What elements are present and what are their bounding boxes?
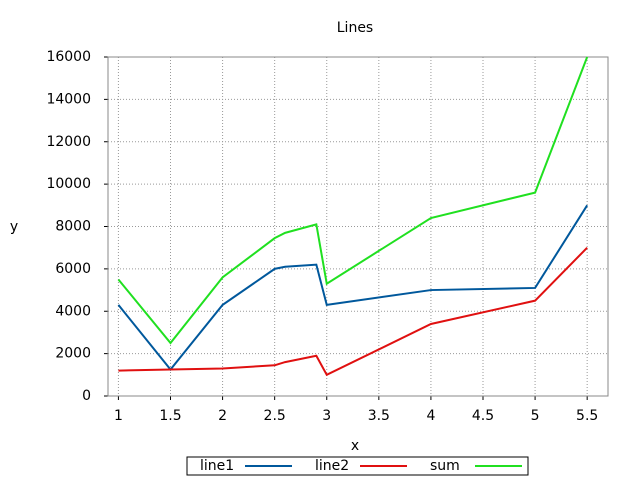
y-tick-label: 16000 <box>46 49 91 65</box>
legend-label: line1 <box>200 458 234 474</box>
x-tick-label: 3.5 <box>368 408 390 424</box>
x-tick-label: 5 <box>531 408 540 424</box>
legend-label: line2 <box>315 458 349 474</box>
legend-label: sum <box>430 458 460 474</box>
x-tick-label: 4.5 <box>472 408 494 424</box>
y-tick-label: 10000 <box>46 176 91 192</box>
x-tick-label: 4 <box>426 408 435 424</box>
plot-frame <box>107 56 609 397</box>
x-tick-label: 2.5 <box>264 408 286 424</box>
x-tick-label: 1.5 <box>159 408 181 424</box>
y-tick-label: 14000 <box>46 91 91 107</box>
y-tick-label: 12000 <box>46 134 91 150</box>
x-tick-label: 5.5 <box>576 408 598 424</box>
y-axis-label: y <box>10 219 18 235</box>
y-tick-label: 8000 <box>55 219 91 235</box>
line <box>117 56 589 345</box>
legend-box <box>186 456 529 476</box>
chart-title: Lines <box>337 20 373 36</box>
y-tick-label: 4000 <box>55 303 91 319</box>
x-tick-label: 2 <box>218 408 227 424</box>
line <box>118 246 588 377</box>
y-tick-label: 2000 <box>55 346 91 362</box>
x-tick-label: 1 <box>114 408 123 424</box>
line <box>117 204 589 372</box>
x-axis-label: x <box>351 438 359 454</box>
x-tick-label: 3 <box>322 408 331 424</box>
y-tick-label: 0 <box>82 388 91 404</box>
y-tick-label: 6000 <box>55 261 91 277</box>
